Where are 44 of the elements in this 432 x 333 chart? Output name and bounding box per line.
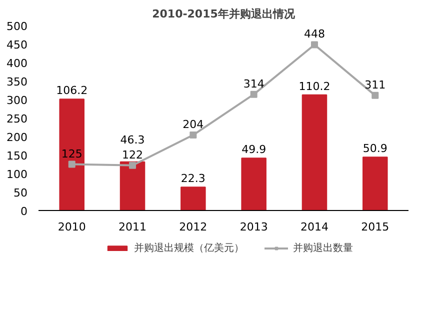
data-label: 311 bbox=[364, 78, 386, 92]
y-tick-label: 400 bbox=[6, 57, 28, 70]
data-label: 204 bbox=[182, 118, 204, 132]
y-tick-label: 350 bbox=[6, 76, 28, 88]
data-label: 46.3 bbox=[120, 133, 145, 146]
x-tick-label: 2011 bbox=[118, 220, 147, 234]
data-label: 122 bbox=[122, 148, 144, 162]
bar bbox=[241, 158, 266, 210]
point bbox=[310, 41, 318, 48]
point bbox=[190, 132, 197, 139]
legend-label: 并购退出规模（亿美元） bbox=[134, 242, 244, 255]
x-tick-label: 2014 bbox=[300, 220, 328, 234]
x-tick-label: 2013 bbox=[240, 220, 268, 234]
y-tick-label: 500 bbox=[6, 20, 28, 33]
y-tick-label: 450 bbox=[6, 38, 28, 52]
data-label: 448 bbox=[304, 28, 325, 41]
y-tick-label: 300 bbox=[6, 94, 28, 107]
x-tick-label: 2015 bbox=[361, 220, 390, 234]
data-label: 50.9 bbox=[362, 142, 388, 156]
y-tick-label: 100 bbox=[6, 168, 28, 181]
data-label: 106.2 bbox=[56, 84, 88, 98]
data-label: 314 bbox=[243, 77, 264, 90]
y-tick-label: 50 bbox=[14, 186, 28, 200]
y-tick-label: 250 bbox=[6, 112, 28, 126]
legend-label: 并购退出数量 bbox=[293, 242, 353, 255]
data-label: 49.9 bbox=[242, 143, 266, 156]
x-tick-label: 2012 bbox=[179, 220, 208, 234]
bar bbox=[362, 156, 388, 210]
point bbox=[250, 90, 258, 98]
y-tick-label: 200 bbox=[6, 131, 28, 144]
x-tick-label: 2010 bbox=[58, 220, 86, 234]
bar bbox=[180, 186, 206, 210]
data-label: 110.2 bbox=[298, 80, 330, 93]
point bbox=[372, 92, 379, 99]
point bbox=[129, 162, 136, 169]
data-label: 22.3 bbox=[180, 172, 206, 186]
point bbox=[68, 160, 76, 168]
bar bbox=[302, 94, 328, 210]
bar bbox=[59, 98, 84, 210]
chart-title: 2010-2015年并购退出情况 bbox=[152, 8, 296, 20]
bar bbox=[120, 161, 146, 210]
y-tick-label: 0 bbox=[20, 205, 28, 218]
data-label: 125 bbox=[61, 147, 82, 160]
y-tick-label: 150 bbox=[6, 150, 28, 162]
